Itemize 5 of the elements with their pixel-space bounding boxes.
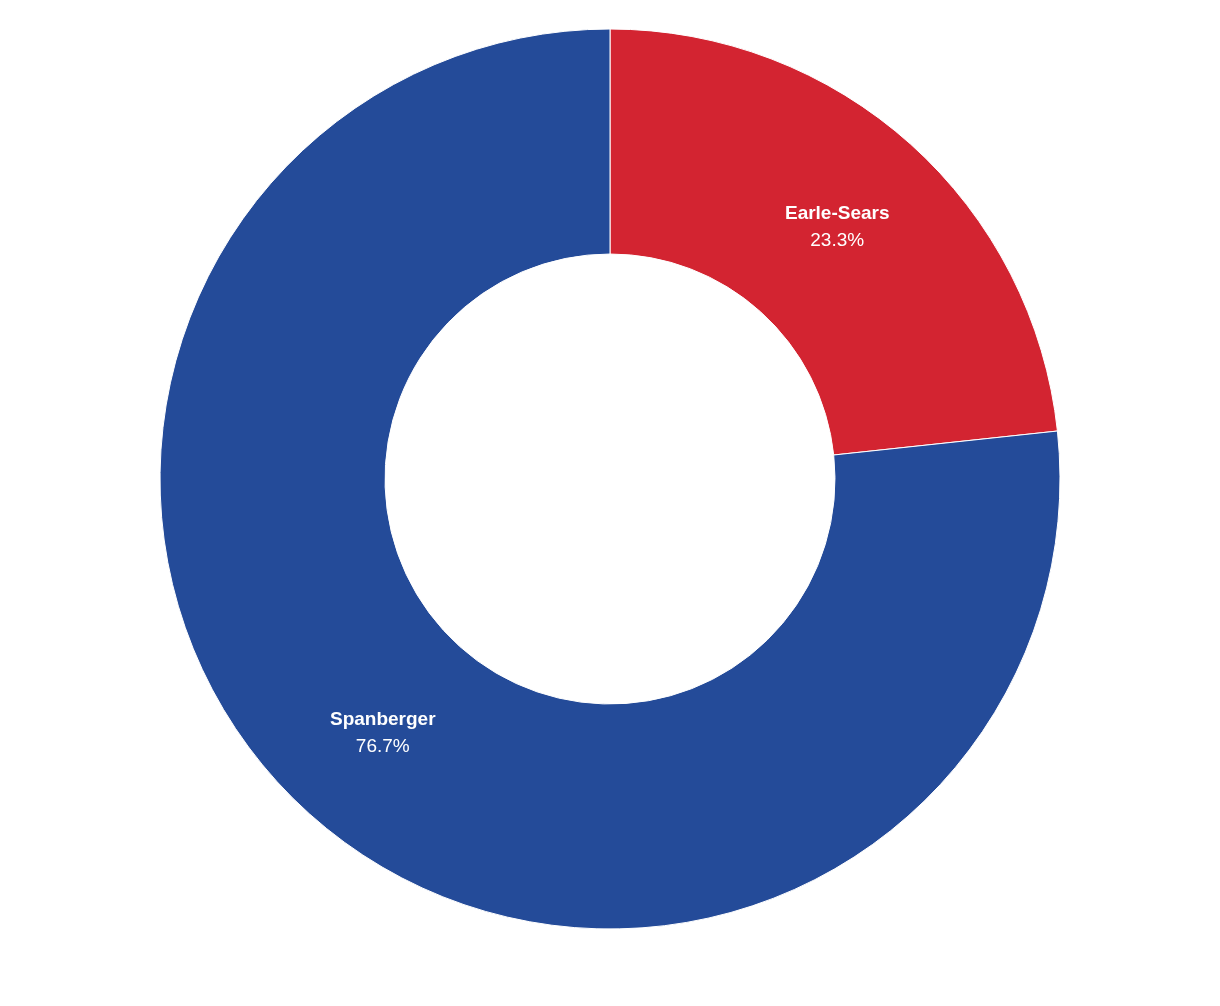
slice-label: Earle-Sears — [784, 202, 890, 224]
data-label: 23.3% — [810, 229, 865, 251]
slice-label: Spanberger — [329, 707, 437, 729]
donut-slice — [160, 28, 1061, 930]
data-label: 76.7% — [355, 734, 410, 756]
